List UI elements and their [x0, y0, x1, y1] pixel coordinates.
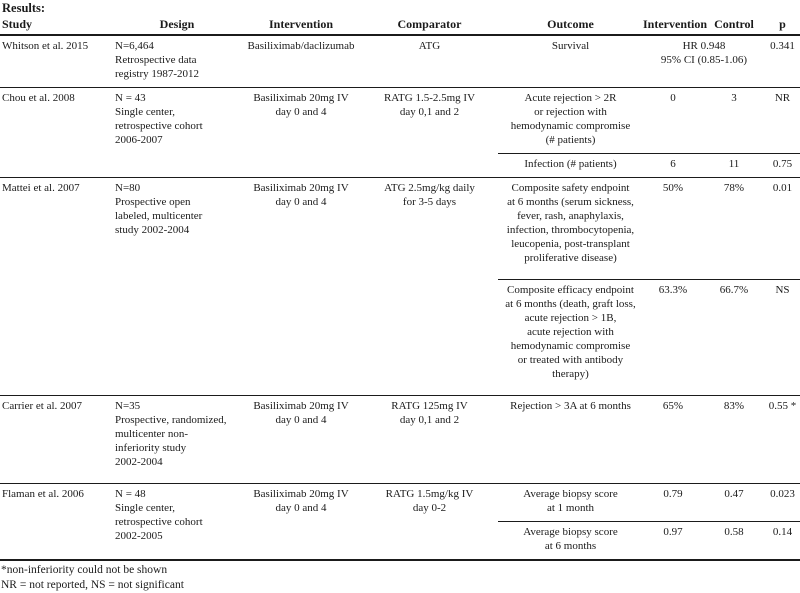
- cell-comparator: ATG: [418, 40, 441, 52]
- table-row-chou: Chou et al. 2008 N = 43 Single center, r…: [0, 87, 800, 178]
- cell-intervention: Basiliximab 20mg IV day 0 and 4: [241, 87, 361, 178]
- table-row-mattei: Mattei et al. 2007 N=80 Prospective open…: [0, 177, 800, 396]
- cell-outcome: Composite efficacy endpoint at 6 months …: [498, 279, 643, 396]
- cell-outcome: Acute rejection > 2R or rejection with h…: [498, 87, 643, 154]
- cell-control-value: 0.47: [703, 483, 765, 522]
- cell-intervention-value: 0.79: [643, 483, 703, 522]
- cell-outcome: Composite safety endpoint at 6 months (s…: [498, 177, 643, 280]
- cell-p-value: NR: [765, 87, 800, 154]
- table-subrow-chou-infection: Infection (# patients) 6 11 0.75: [0, 153, 800, 178]
- cell-outcome: Infection (# patients): [498, 153, 643, 178]
- table-row-carrier: Carrier et al. 2007 N=35 Prospective, ra…: [0, 395, 800, 484]
- cell-design: N=35 Prospective, randomized, multicente…: [113, 395, 241, 484]
- cell-control-value: 11: [703, 153, 765, 178]
- table-subrow-mattei-efficacy: Composite efficacy endpoint at 6 months …: [0, 279, 800, 396]
- cell-design: N = 48 Single center, retrospective coho…: [113, 483, 241, 560]
- cell-intervention-value: 65%: [643, 395, 703, 484]
- cell-study: Carrier et al. 2007: [0, 395, 113, 484]
- cell-control-value: 83%: [703, 395, 765, 484]
- cell-design: N=80 Prospective open labeled, multicent…: [113, 177, 241, 396]
- cell-study: Flaman et al. 2006: [0, 483, 113, 560]
- cell-design: N = 43 Single center, retrospective coho…: [113, 87, 241, 178]
- cell-design: N=6,464 Retrospective data registry 1987…: [115, 40, 200, 80]
- page-title: Results:: [2, 1, 46, 15]
- cell-p-value: 0.01: [765, 177, 800, 280]
- cell-outcome: Rejection > 3A at 6 months: [498, 395, 643, 484]
- cell-intervention: Basiliximab/daclizumab: [247, 40, 355, 52]
- footnotes: *non-inferiority could not be shown NR =…: [0, 561, 800, 593]
- cell-intervention-value: 0.97: [643, 521, 703, 560]
- cell-p-value: 0.55 *: [765, 395, 800, 484]
- cell-study: Whitson et al. 2015: [2, 40, 89, 52]
- footnote-noninferiority: *non-inferiority could not be shown: [1, 564, 168, 576]
- cell-outcome: Average biopsy score at 1 month: [498, 483, 643, 522]
- results-table: Study Design Intervention Comparator Out…: [0, 16, 800, 561]
- footnote-abbreviations: NR = not reported, NS = not significant: [1, 579, 184, 591]
- table-row-flaman: Flaman et al. 2006 N = 48 Single center,…: [0, 483, 800, 560]
- table-subrow-flaman-6months: Average biopsy score at 6 months 0.97 0.…: [0, 521, 800, 560]
- cell-p-value: 0.75: [765, 153, 800, 178]
- col-header-control: Control: [703, 16, 765, 36]
- col-header-comparator: Comparator: [361, 16, 498, 36]
- cell-intervention-value: 6: [643, 153, 703, 178]
- col-header-intervention-result: Intervention: [643, 16, 707, 36]
- cell-comparator: RATG 125mg IV day 0,1 and 2: [361, 395, 498, 484]
- cell-comparator: RATG 1.5mg/kg IV day 0-2: [361, 483, 498, 560]
- cell-outcome: Survival: [551, 40, 590, 52]
- cell-control-value: 66.7%: [703, 279, 765, 396]
- cell-intervention: Basiliximab 20mg IV day 0 and 4: [241, 483, 361, 560]
- cell-control-value: 78%: [703, 177, 765, 280]
- cell-p-value: 0.341: [770, 40, 795, 52]
- cell-comparator: ATG 2.5mg/kg daily for 3-5 days: [361, 177, 498, 396]
- cell-p-value: 0.14: [765, 521, 800, 560]
- col-header-study: Study: [0, 16, 113, 36]
- col-header-outcome: Outcome: [498, 16, 643, 36]
- cell-comparator: RATG 1.5-2.5mg IV day 0,1 and 2: [361, 87, 498, 178]
- cell-p-value: 0.023: [765, 483, 800, 522]
- cell-study: Mattei et al. 2007: [0, 177, 113, 396]
- cell-intervention: Basiliximab 20mg IV day 0 and 4: [241, 177, 361, 396]
- cell-intervention: Basiliximab 20mg IV day 0 and 4: [241, 395, 361, 484]
- cell-study: Chou et al. 2008: [0, 87, 113, 178]
- cell-control-value: 0.58: [703, 521, 765, 560]
- col-header-p: p: [765, 16, 800, 36]
- cell-intervention-value: 0: [643, 87, 703, 154]
- cell-p-value: NS: [765, 279, 800, 396]
- cell-result-span: HR 0.948 95% CI (0.85-1.06): [660, 40, 748, 66]
- header-row: Study Design Intervention Comparator Out…: [0, 16, 800, 36]
- cell-intervention-value: 50%: [643, 177, 703, 280]
- table-row-whitson: Whitson et al. 2015 N=6,464 Retrospectiv…: [0, 35, 800, 88]
- col-header-intervention: Intervention: [241, 16, 361, 36]
- cell-intervention-value: 63.3%: [643, 279, 703, 396]
- col-header-design: Design: [113, 16, 241, 36]
- cell-control-value: 3: [703, 87, 765, 154]
- cell-outcome: Average biopsy score at 6 months: [498, 521, 643, 560]
